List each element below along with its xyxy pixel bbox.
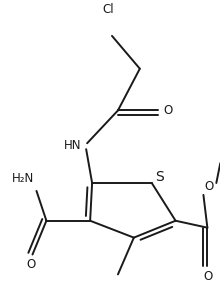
Text: H₂N: H₂N [11, 172, 34, 185]
Text: HN: HN [63, 139, 81, 152]
Text: O: O [204, 270, 213, 283]
Text: Cl: Cl [102, 2, 114, 15]
Text: S: S [155, 170, 164, 184]
Text: O: O [163, 104, 172, 117]
Text: O: O [205, 181, 214, 193]
Text: O: O [26, 258, 35, 271]
